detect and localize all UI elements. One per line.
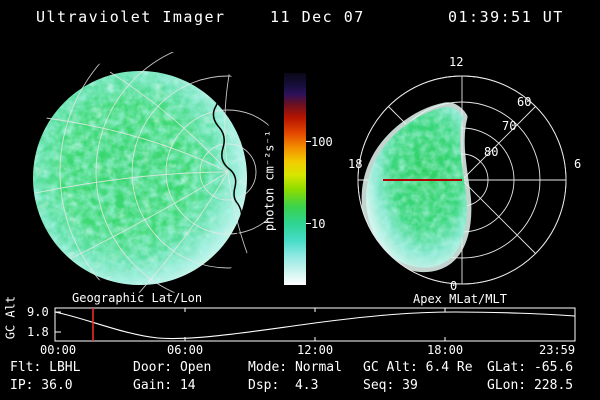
header-date: 11 Dec 07	[270, 8, 365, 26]
time-tick-0000: 00:00	[40, 343, 77, 357]
status-flt: Flt: LBHL	[10, 360, 81, 375]
mlt-label-6: 6	[574, 157, 582, 171]
time-tick-1800: 18:00	[427, 343, 464, 357]
altitude-strip-chart	[54, 307, 576, 342]
colorbar-tick-10: 10	[311, 217, 326, 231]
mlt-label-0: 0	[450, 279, 458, 293]
app-title: Ultraviolet Imager	[36, 8, 226, 26]
outer-ring	[357, 75, 567, 285]
geo-uv-image	[33, 52, 278, 294]
colorbar-tick-100: 100	[311, 135, 333, 149]
left-panel-caption: Geographic Lat/Lon	[72, 291, 203, 305]
gc-alt-axis-label: GC Alt	[3, 295, 18, 340]
earth-uv-disk	[33, 71, 247, 285]
mlat-label-70: 70	[502, 119, 517, 133]
geographic-grid	[34, 52, 278, 294]
status-gain: Gain: 14	[133, 378, 196, 393]
status-seq: Seq: 39	[363, 378, 418, 393]
status-gcalt: GC Alt: 6.4 Re	[363, 360, 473, 375]
mlat-label-80: 80	[484, 145, 499, 159]
colorbar-tick-mark-10	[306, 223, 311, 224]
gc-alt-curve	[54, 311, 576, 340]
mlat-label-60: 60	[517, 95, 532, 109]
axis-ticks	[55, 308, 446, 341]
colorbar-label: photon cm⁻²s⁻¹	[262, 130, 277, 232]
status-glon: GLon: 228.5	[487, 378, 574, 393]
mlt-label-12: 12	[449, 55, 464, 69]
ytick-9: 9.0	[27, 305, 49, 319]
header-time: 01:39:51 UT	[448, 8, 564, 26]
status-door: Door: Open	[133, 360, 212, 375]
status-dsp: Dsp: 4.3	[248, 378, 319, 393]
status-mode: Mode: Normal	[248, 360, 342, 375]
colorbar	[284, 73, 306, 285]
apex-uv-image	[357, 75, 567, 285]
time-tick-2359: 23:59	[539, 343, 576, 357]
auroral-emission	[361, 102, 472, 272]
status-ip: IP: 36.0	[10, 378, 73, 393]
ytick-1-8: 1.8	[27, 325, 49, 339]
mlt-label-18: 18	[348, 157, 363, 171]
time-tick-0600: 06:00	[167, 343, 204, 357]
status-glat: GLat: -65.6	[487, 360, 574, 375]
right-panel-caption: Apex MLat/MLT	[413, 292, 507, 306]
time-tick-1200: 12:00	[297, 343, 334, 357]
colorbar-tick-mark-100	[306, 141, 311, 142]
